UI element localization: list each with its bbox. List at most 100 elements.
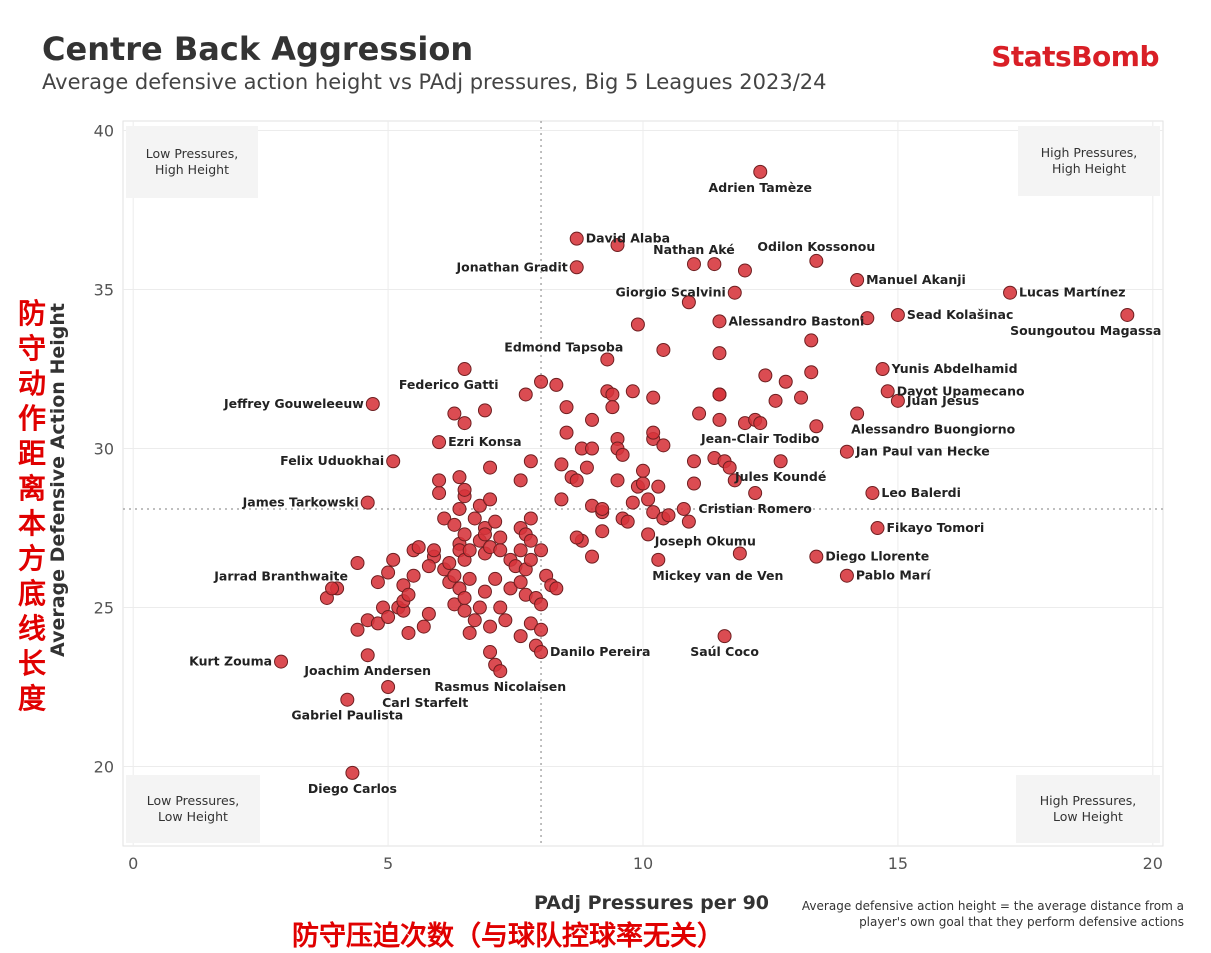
data-point [401, 625, 416, 640]
data-point [513, 543, 528, 558]
point-label: Jean-Clair Todibo [700, 431, 820, 446]
data-point [523, 511, 538, 526]
point-label: Danilo Pereira [550, 644, 650, 659]
y-axis-label: Average Defensive Action Height [47, 303, 69, 657]
point-label: Diego Carlos [308, 781, 397, 796]
data-point [386, 552, 401, 567]
data-point [350, 622, 365, 637]
x-tick-label: 15 [888, 854, 908, 873]
labeled-data-point [360, 648, 375, 663]
data-point [432, 473, 447, 488]
data-point [585, 412, 600, 427]
data-point [625, 495, 640, 510]
labeled-data-point [880, 384, 895, 399]
data-point [457, 527, 472, 542]
data-point [406, 568, 421, 583]
point-label: Yunis Abdelhamid [891, 361, 1018, 376]
data-point [447, 517, 462, 532]
point-label: Dayot Upamecano [897, 383, 1025, 398]
point-label: Rasmus Nicolaisen [434, 679, 566, 694]
data-point [518, 387, 533, 402]
labeled-data-point [386, 454, 401, 469]
quadrant-label: High Pressures, [1040, 793, 1137, 808]
data-point [457, 416, 472, 431]
point-label: Leo Balerdi [881, 485, 961, 500]
chart-title: Centre Back Aggression [42, 30, 474, 68]
data-point [712, 412, 727, 427]
labeled-data-point [890, 393, 905, 408]
labeled-data-point [493, 664, 508, 679]
data-point [452, 470, 467, 485]
point-label: Odilon Kossonou [757, 239, 875, 254]
data-point [686, 476, 701, 491]
data-point [432, 486, 447, 501]
point-label: Adrien Tamèze [709, 180, 812, 195]
data-point [534, 622, 549, 637]
data-point [559, 425, 574, 440]
data-point [605, 387, 620, 402]
labeled-data-point [865, 486, 880, 501]
data-point [477, 403, 492, 418]
quadrant-label: High Height [155, 162, 229, 177]
data-point [483, 619, 498, 634]
footnote: Average defensive action height = the av… [801, 899, 1184, 929]
data-point [493, 543, 508, 558]
data-point [523, 616, 538, 631]
point-label: Kurt Zouma [189, 654, 272, 669]
data-point [462, 543, 477, 558]
data-point [534, 597, 549, 612]
point-label: Nathan Aké [653, 242, 735, 257]
labeled-data-point [345, 765, 360, 780]
data-point [646, 505, 661, 520]
point-label: Joseph Okumu [654, 533, 756, 548]
data-point [641, 527, 656, 542]
data-point [370, 616, 385, 631]
quadrant-label: Low Height [158, 809, 228, 824]
labeled-data-point [381, 680, 396, 695]
labeled-data-point [1120, 307, 1135, 322]
data-point [447, 568, 462, 583]
brand-logo: StatsBomb [991, 40, 1159, 73]
data-point [503, 581, 518, 596]
labeled-data-point [274, 654, 289, 669]
data-point [676, 501, 691, 516]
quadrant-label: Low Pressures, [146, 146, 238, 161]
data-point [457, 482, 472, 497]
x-tick-label: 10 [633, 854, 653, 873]
data-point [554, 457, 569, 472]
data-point [630, 317, 645, 332]
labeled-data-point [569, 231, 584, 246]
data-point [513, 473, 528, 488]
data-point [559, 400, 574, 415]
data-point [477, 584, 492, 599]
point-label: Juan Jesus [906, 393, 979, 408]
data-point [488, 514, 503, 529]
data-point [707, 257, 722, 272]
labeled-data-point [727, 285, 742, 300]
labeled-data-point [850, 406, 865, 421]
data-point [534, 543, 549, 558]
y-tick-label: 35 [94, 281, 114, 300]
point-label: Manuel Akanji [866, 272, 966, 287]
data-point [595, 524, 610, 539]
point-label: Diego Llorente [825, 549, 929, 564]
data-point [661, 508, 676, 523]
labeled-data-point [753, 164, 768, 179]
quadrant-box [126, 775, 260, 843]
data-point [488, 571, 503, 586]
data-point [681, 514, 696, 529]
data-point [804, 333, 819, 348]
data-point [681, 295, 696, 310]
data-point [625, 384, 640, 399]
point-label: Giorgio Scalvini [616, 285, 726, 300]
data-point [457, 590, 472, 605]
point-label: Sead Kolašinac [907, 307, 1013, 322]
point-label: Federico Gatti [399, 377, 499, 392]
data-point [498, 613, 513, 628]
labeled-data-point [1003, 285, 1018, 300]
grid-lines [123, 121, 1163, 846]
data-point [712, 346, 727, 361]
data-point [426, 543, 441, 558]
quadrant-box [1016, 775, 1160, 843]
point-label: Joachim Andersen [303, 663, 431, 678]
